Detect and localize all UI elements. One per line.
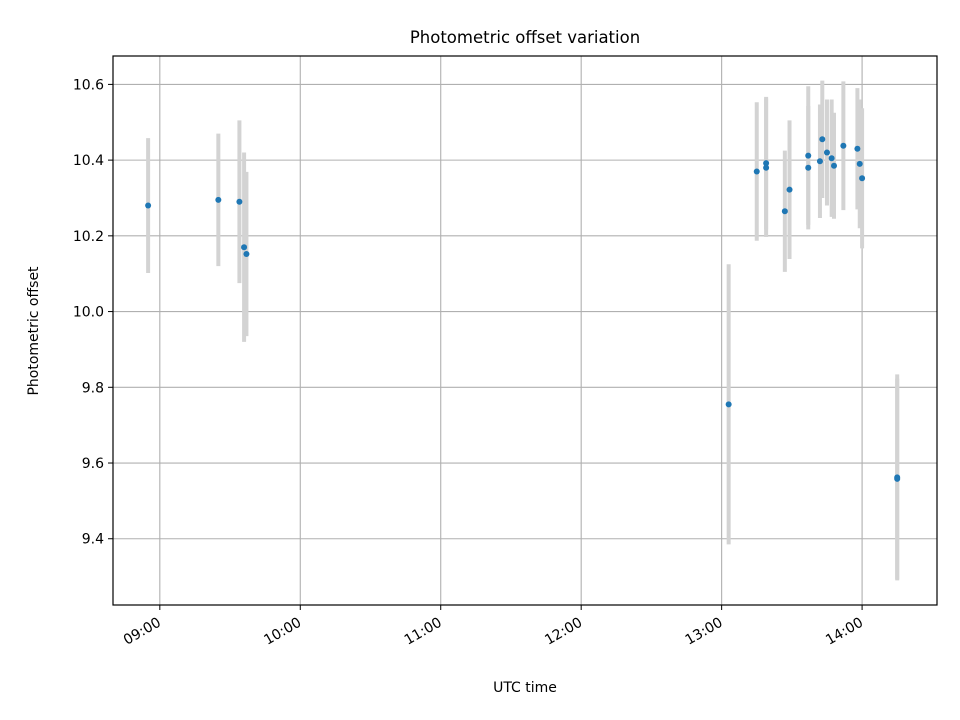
x-tick-label: 09:00 [121, 615, 164, 649]
data-point [823, 149, 830, 156]
data-point [828, 155, 835, 162]
data-point [786, 186, 793, 193]
data-point [781, 208, 788, 215]
data-point [816, 158, 823, 165]
data-point [894, 475, 901, 482]
data-point [753, 168, 760, 175]
data-point [763, 160, 770, 167]
y-tick-label: 10.0 [73, 305, 104, 321]
data-point [831, 162, 837, 169]
y-tick-label: 10.6 [73, 77, 104, 93]
data-point [145, 202, 152, 209]
data-point [805, 152, 812, 159]
y-axis-ticks: 9.4 9.6 9.8 10.0 10.2 10.4 10.6 [73, 77, 113, 548]
x-tick-label: 14:00 [823, 615, 866, 649]
y-tick-label: 9.4 [82, 532, 104, 548]
x-axis-ticks: 09:00 10:00 11:00 12:00 13:00 14:00 [121, 605, 866, 649]
data-point [763, 164, 770, 171]
error-bars [146, 80, 900, 581]
plot-area-frame [112, 55, 938, 606]
y-axis-label: Photometric offset [26, 266, 42, 396]
data-point [243, 251, 250, 258]
x-tick-label: 11:00 [402, 615, 445, 649]
data-point [215, 196, 222, 203]
data-point [236, 198, 243, 205]
y-tick-label: 9.6 [82, 456, 104, 472]
x-tick-label: 10:00 [261, 615, 304, 649]
y-tick-label: 10.4 [73, 153, 104, 169]
data-point [241, 244, 248, 251]
data-point [854, 145, 861, 152]
x-tick-label: 12:00 [542, 615, 585, 649]
data-point [859, 175, 866, 182]
data-point [840, 142, 847, 149]
x-tick-label: 13:00 [683, 615, 726, 649]
data-point [725, 401, 732, 408]
y-tick-label: 10.2 [73, 229, 104, 245]
data-point [856, 160, 863, 167]
data-point [805, 164, 812, 171]
data-points [145, 136, 901, 482]
x-axis-label: UTC time [493, 680, 557, 696]
y-tick-label: 9.8 [82, 380, 104, 396]
data-point [819, 136, 826, 143]
grid-lines [113, 56, 937, 605]
chart-title: Photometric offset variation [410, 28, 640, 47]
